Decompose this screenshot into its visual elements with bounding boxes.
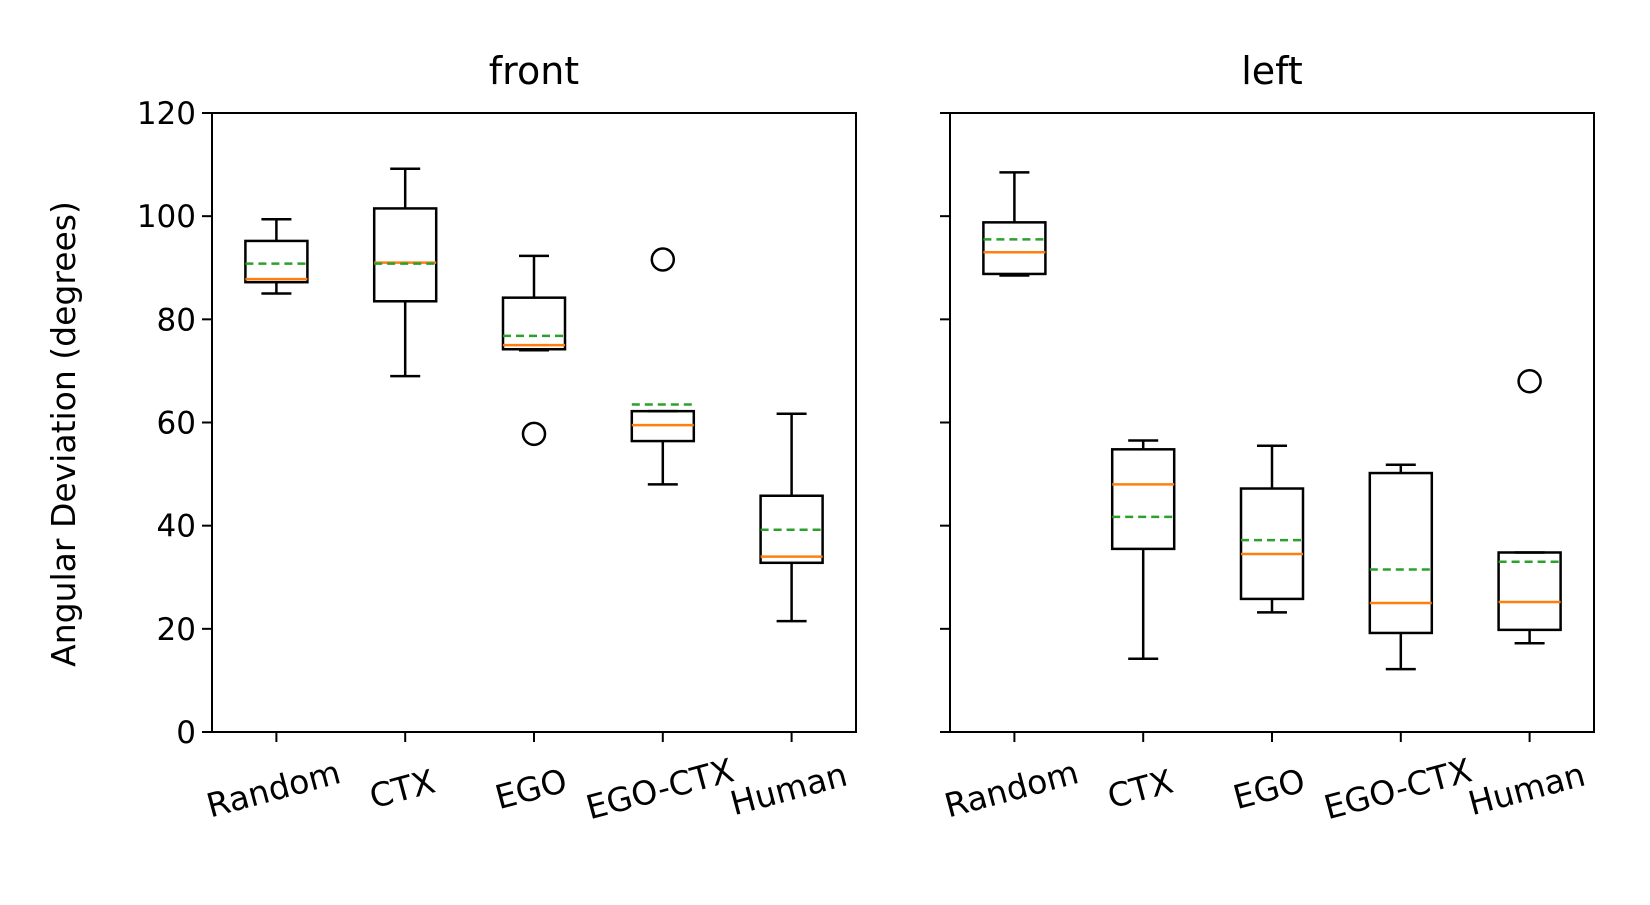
box-EGO-CTX [1368, 463, 1434, 671]
y-tick-label: 120 [137, 96, 196, 132]
x-tick-label: CTX [1103, 762, 1177, 817]
outlier-point [1517, 368, 1542, 394]
x-tick-label: Random [940, 752, 1082, 825]
iqr-box [982, 221, 1047, 276]
plot-frame [211, 112, 857, 733]
panel-front: front 0 20 40 60 80 100 120 Random CTX EGO EGO-CTXH… [137, 49, 857, 828]
iqr-box [244, 239, 309, 284]
iqr-box [501, 296, 567, 351]
outlier-point [650, 247, 676, 272]
iqr-box [1239, 487, 1305, 601]
y-tick-label: 80 [157, 302, 196, 338]
x-tick-label: Random [202, 752, 344, 825]
box-EGO-CTX [630, 247, 696, 486]
box-EGO [1239, 444, 1305, 614]
x-tick-label: EGO-CTX [582, 751, 738, 828]
iqr-box [372, 207, 438, 303]
y-tick-label: 60 [157, 406, 196, 442]
x-tick-label: EGO-CTX [1320, 751, 1476, 828]
plot-frame [949, 112, 1595, 733]
panel-title: left [1241, 49, 1303, 93]
y-tick-label: 100 [137, 199, 196, 235]
box-CTX [372, 167, 438, 378]
x-tick-label: CTX [365, 762, 439, 817]
x-tick-label: Human [1464, 755, 1589, 823]
outlier-point [521, 421, 547, 447]
box-Random [982, 171, 1047, 277]
y-tick-label: 0 [176, 715, 196, 751]
box-Human [759, 412, 824, 623]
y-tick-label: 40 [157, 509, 196, 545]
box-Random [244, 218, 309, 295]
x-tick-label: Human [726, 755, 851, 823]
x-tick-label: EGO [491, 761, 571, 817]
y-tick-label: 20 [157, 612, 196, 648]
box-Human [1497, 368, 1562, 645]
panel-title: front [489, 49, 579, 93]
iqr-box [1497, 551, 1562, 632]
box-CTX [1110, 439, 1176, 661]
iqr-box [1110, 448, 1176, 551]
box-EGO [501, 254, 567, 447]
x-tick-label: EGO [1229, 761, 1309, 817]
iqr-box [1368, 471, 1434, 635]
y-axis-label: Angular Deviation (degrees) [44, 201, 83, 667]
